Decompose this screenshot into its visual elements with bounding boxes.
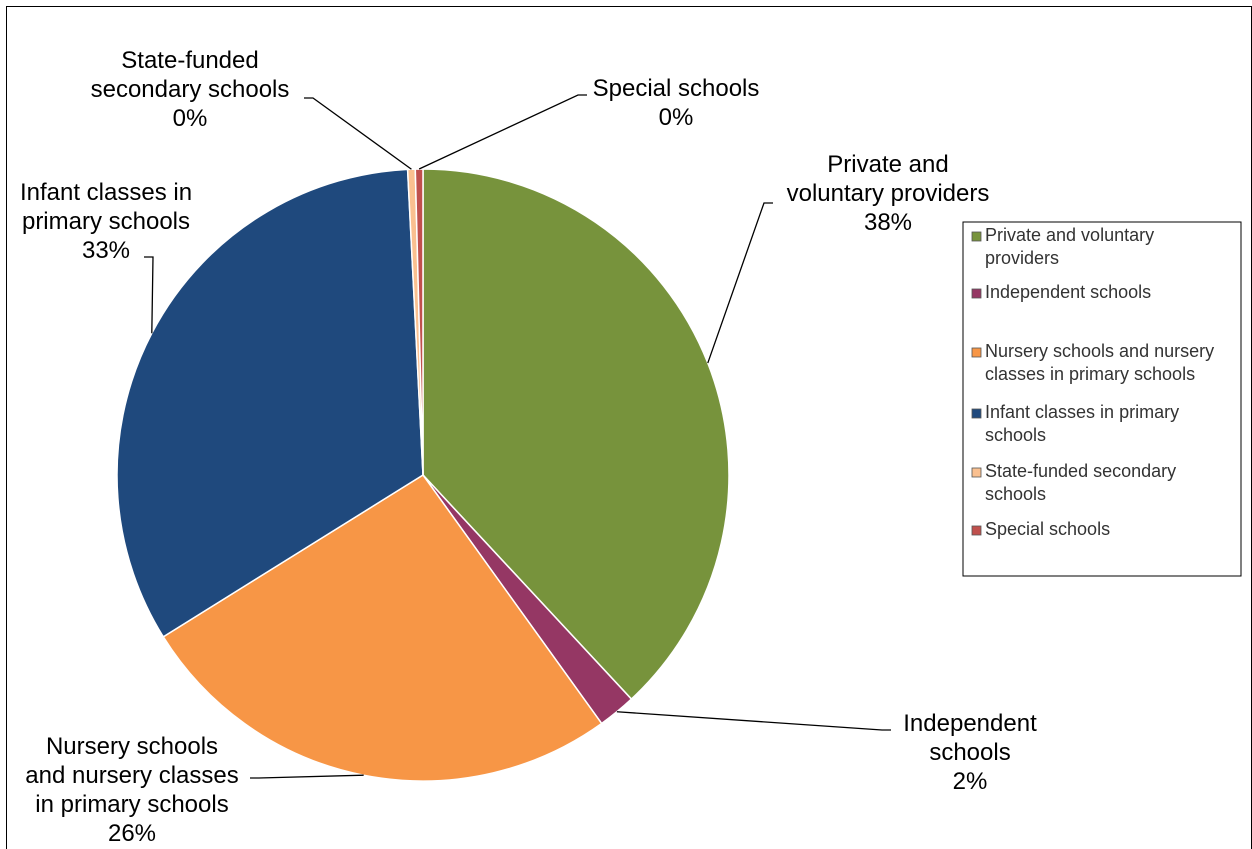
leader-line-5 <box>418 94 587 170</box>
leader-line-3 <box>144 256 154 334</box>
legend-swatch-3 <box>971 408 982 419</box>
legend-entry-2: Nursery schools and nursery classes in pr… <box>985 341 1214 384</box>
leader-line-0 <box>707 202 773 364</box>
data-label-0: Private and voluntary providers 38% <box>787 151 990 236</box>
leader-line-1 <box>616 711 891 731</box>
pie-slice-3 <box>116 168 424 638</box>
legend-swatch-2 <box>971 347 982 358</box>
data-label-1: Independent schools 2% <box>903 710 1037 795</box>
pie-slice-2 <box>162 473 603 782</box>
leader-line-2 <box>250 774 364 779</box>
data-label-2: Nursery schools and nursery classes in pri… <box>25 733 238 847</box>
data-label-3: Infant classes in primary schools 33% <box>20 179 192 264</box>
legend-entry-5: Special schools <box>985 519 1110 539</box>
legend-swatch-0 <box>971 231 982 242</box>
legend-swatch-5 <box>971 525 982 536</box>
pie-slice-0 <box>422 168 730 701</box>
legend-swatch-4 <box>971 467 982 478</box>
leader-line-4 <box>304 97 412 170</box>
legend: Private and voluntary providers Independen… <box>962 221 1242 577</box>
legend-entry-3: Infant classes in primary schools <box>985 402 1179 445</box>
legend-entry-0: Private and voluntary providers <box>985 225 1154 268</box>
data-label-5: Special schools 0% <box>593 75 760 131</box>
legend-entry-4: State-funded secondary schools <box>985 461 1176 504</box>
legend-entry-1: Independent schools <box>985 282 1151 302</box>
legend-swatch-1 <box>971 288 982 299</box>
data-label-4: State-funded secondary schools 0% <box>91 47 290 132</box>
